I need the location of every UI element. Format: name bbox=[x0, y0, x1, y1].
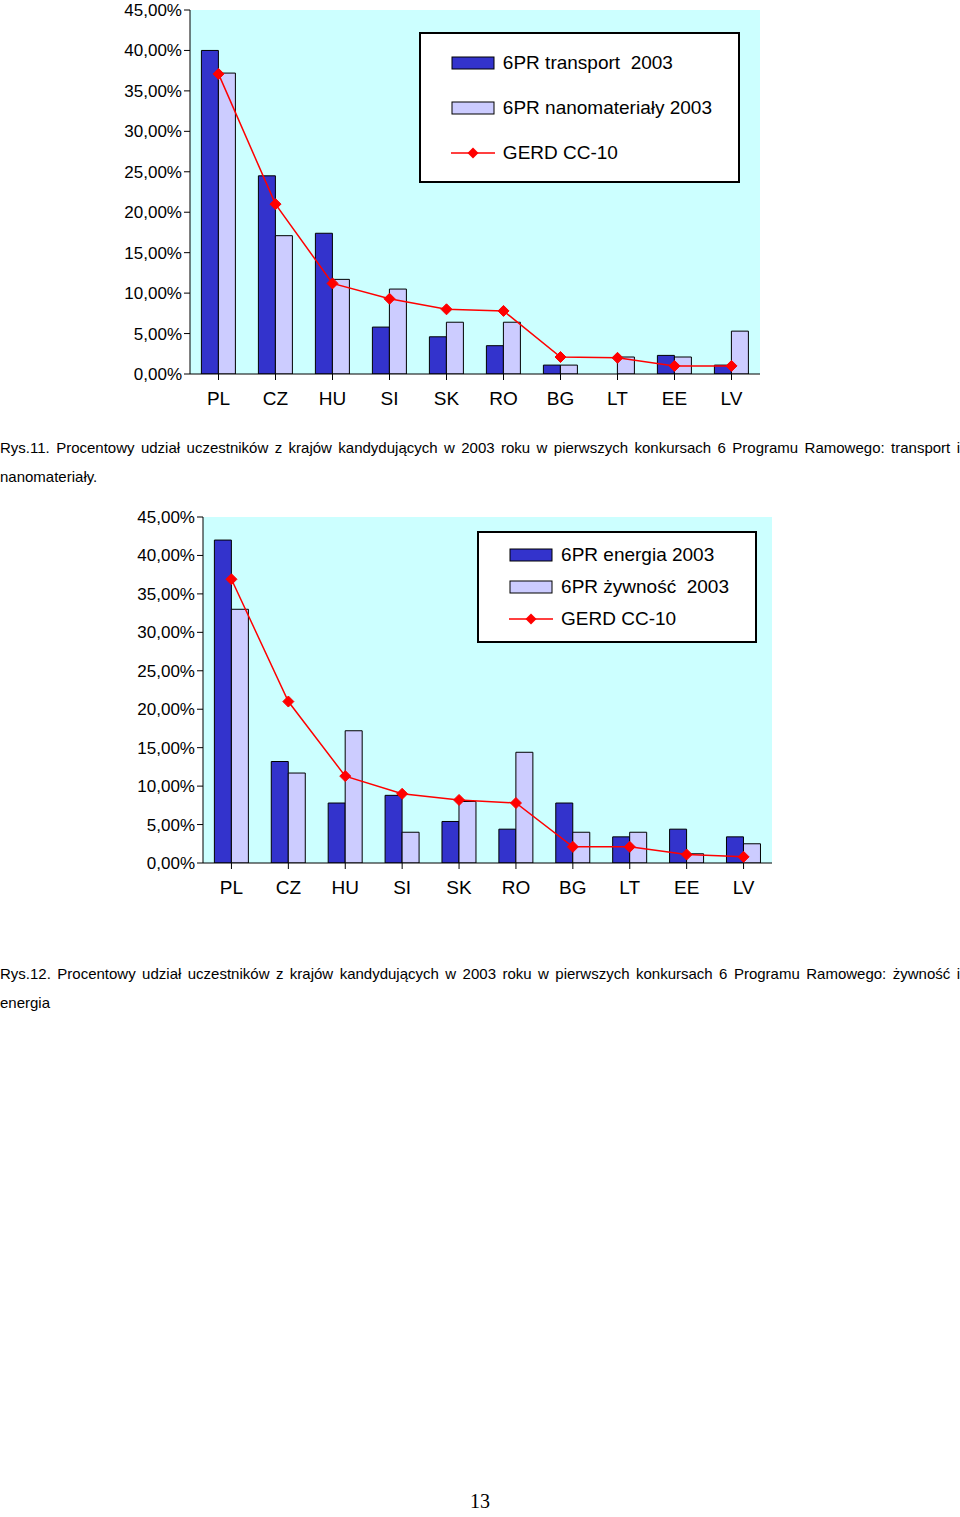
html-text:6PR energia 2003: 6PR energia 2003 bbox=[561, 544, 715, 565]
svg-text:30,00%: 30,00% bbox=[137, 623, 195, 642]
svg-text:LV: LV bbox=[733, 877, 755, 898]
svg-text:40,00%: 40,00% bbox=[137, 546, 195, 565]
svg-text:LT: LT bbox=[619, 877, 640, 898]
svg-text:RO: RO bbox=[502, 877, 531, 898]
svg-text:20,00%: 20,00% bbox=[137, 700, 195, 719]
svg-text:HU: HU bbox=[332, 877, 359, 898]
svg-text:5,00%: 5,00% bbox=[134, 325, 182, 344]
svg-text:30,00%: 30,00% bbox=[124, 122, 182, 141]
svg-text:PL: PL bbox=[207, 388, 230, 409]
svg-text:CZ: CZ bbox=[263, 388, 289, 409]
svg-text:HU: HU bbox=[319, 388, 346, 409]
svg-text:10,00%: 10,00% bbox=[124, 284, 182, 303]
svg-text:BG: BG bbox=[559, 877, 586, 898]
html-text:13: 13 bbox=[470, 1490, 490, 1512]
svg-text:RO: RO bbox=[489, 388, 518, 409]
svg-text:45,00%: 45,00% bbox=[137, 508, 195, 527]
svg-text:SK: SK bbox=[446, 877, 472, 898]
html-text:Rys.12. Procentowy udział ucze: Rys.12. Procentowy udział uczestników z … bbox=[0, 965, 960, 1011]
svg-text:20,00%: 20,00% bbox=[124, 203, 182, 222]
svg-text:25,00%: 25,00% bbox=[124, 163, 182, 182]
svg-text:LT: LT bbox=[607, 388, 628, 409]
svg-text:35,00%: 35,00% bbox=[124, 82, 182, 101]
svg-text:SK: SK bbox=[434, 388, 460, 409]
svg-text:15,00%: 15,00% bbox=[124, 244, 182, 263]
html-text:6PR transport 2003: 6PR transport 2003 bbox=[502, 51, 673, 73]
html-text:GERD CC-10: GERD CC-10 bbox=[561, 608, 677, 629]
html-text:6PR żywność 2003: 6PR żywność 2003 bbox=[561, 576, 729, 597]
svg-text:0,00%: 0,00% bbox=[134, 365, 182, 384]
html-text:Rys.11. Procentowy udział ucze: Rys.11. Procentowy udział uczestników z … bbox=[0, 439, 960, 485]
html-text:GERD CC-10: GERD CC-10 bbox=[502, 141, 618, 163]
html-text:6PR nanomateriały 2003: 6PR nanomateriały 2003 bbox=[502, 96, 712, 118]
svg-text:35,00%: 35,00% bbox=[137, 585, 195, 604]
svg-text:15,00%: 15,00% bbox=[137, 739, 195, 758]
svg-text:CZ: CZ bbox=[276, 877, 302, 898]
svg-text:BG: BG bbox=[547, 388, 574, 409]
svg-text:EE: EE bbox=[662, 388, 687, 409]
svg-text:10,00%: 10,00% bbox=[137, 777, 195, 796]
svg-text:5,00%: 5,00% bbox=[147, 816, 195, 835]
svg-text:PL: PL bbox=[220, 877, 243, 898]
svg-text:0,00%: 0,00% bbox=[147, 854, 195, 873]
svg-text:40,00%: 40,00% bbox=[124, 41, 182, 60]
svg-text:45,00%: 45,00% bbox=[124, 1, 182, 20]
svg-text:EE: EE bbox=[674, 877, 699, 898]
svg-text:SI: SI bbox=[381, 388, 399, 409]
svg-text:SI: SI bbox=[393, 877, 411, 898]
svg-text:LV: LV bbox=[721, 388, 743, 409]
svg-text:25,00%: 25,00% bbox=[137, 662, 195, 681]
